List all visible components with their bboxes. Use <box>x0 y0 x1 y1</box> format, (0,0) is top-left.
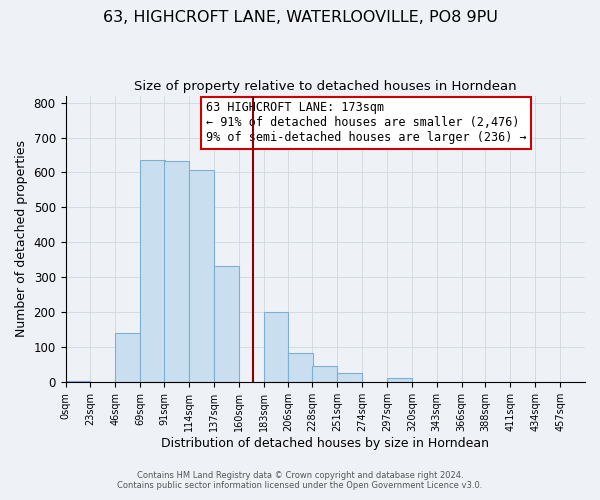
Bar <box>289 354 313 382</box>
Bar <box>312 366 337 382</box>
Y-axis label: Number of detached properties: Number of detached properties <box>15 140 28 338</box>
Bar <box>164 162 189 382</box>
Bar <box>337 373 362 382</box>
Text: 63 HIGHCROFT LANE: 173sqm
← 91% of detached houses are smaller (2,476)
9% of sem: 63 HIGHCROFT LANE: 173sqm ← 91% of detac… <box>206 102 526 144</box>
Title: Size of property relative to detached houses in Horndean: Size of property relative to detached ho… <box>134 80 517 93</box>
Bar <box>140 160 165 382</box>
Text: Contains HM Land Registry data © Crown copyright and database right 2024.
Contai: Contains HM Land Registry data © Crown c… <box>118 470 482 490</box>
Bar <box>214 266 239 382</box>
Bar <box>263 312 289 382</box>
Text: 63, HIGHCROFT LANE, WATERLOOVILLE, PO8 9PU: 63, HIGHCROFT LANE, WATERLOOVILLE, PO8 9… <box>103 10 497 25</box>
Bar <box>65 380 91 382</box>
Bar <box>387 378 412 382</box>
Bar <box>189 170 214 382</box>
X-axis label: Distribution of detached houses by size in Horndean: Distribution of detached houses by size … <box>161 437 489 450</box>
Bar <box>115 332 140 382</box>
